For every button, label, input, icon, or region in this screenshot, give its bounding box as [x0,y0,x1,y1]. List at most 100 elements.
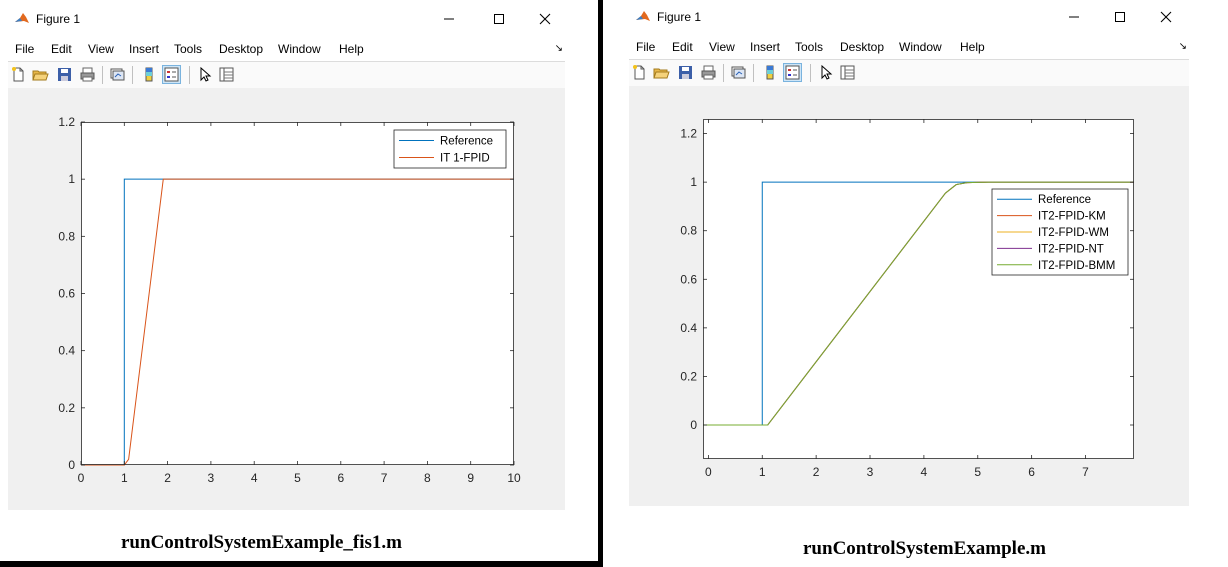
line-chart: 0 1 2 3 4 5 6 7 0 0.2 0.4 0.6 0.8 1 1.2 Reference IT2-FP… [680,119,1134,479]
figure-toolbar [629,59,1189,87]
y-tick-label: 0.2 [58,401,75,415]
maximize-button[interactable] [476,4,522,34]
new-figure-icon[interactable] [10,66,27,83]
script-caption: runControlSystemExample.m [803,538,1046,559]
minimize-button[interactable] [1051,2,1097,32]
menu-edit[interactable]: Edit [672,40,693,54]
maximize-icon [494,14,504,24]
y-tick-label: 1 [68,172,75,186]
title-bar[interactable]: Figure 1 [8,4,565,34]
menu-help[interactable]: Help [339,42,364,56]
matlab-icon [15,13,29,23]
edit-plot-arrow-icon[interactable] [817,64,834,81]
legend-icon[interactable] [783,63,802,82]
legend-icon[interactable] [162,65,181,84]
legend-box [393,129,507,169]
print-icon[interactable] [700,64,717,81]
title-bar[interactable]: Figure 1 [629,2,1189,32]
window-title: Figure 1 [36,12,81,26]
x-tick-label: 2 [164,471,171,485]
script-caption: runControlSystemExample_fis1.m [121,532,402,553]
figure-canvas: 0 1 2 3 4 5 6 7 0 0.2 0.4 0.6 0.8 1 1.2 Reference IT2-FP… [629,86,1189,506]
y-tick-label: 0.6 [680,272,697,286]
dock-arrow-icon[interactable]: ↘ [1178,41,1187,52]
colorbar-icon[interactable] [141,66,158,83]
close-button[interactable] [522,4,568,34]
figure-canvas: 0 1 2 3 4 5 6 7 8 9 10 0 0.2 0.4 0.6 0.8 1 1.2 Reference IT… [8,88,565,510]
x-tick-label: 0 [705,465,712,479]
x-tick-label: 9 [467,471,474,485]
dock-arrow-icon[interactable]: ↘ [554,43,563,54]
print-icon[interactable] [79,66,96,83]
x-tick-label: 2 [813,465,820,479]
x-tick-label: 8 [424,471,431,485]
close-icon [1160,11,1172,23]
axes-box [703,119,1134,459]
x-tick-label: 3 [208,471,215,485]
menu-desktop[interactable]: Desktop [840,40,885,54]
y-tick-label: 0.4 [680,321,697,335]
minimize-icon [444,18,454,20]
series-line-1 [81,178,514,466]
window-title: Figure 1 [657,10,702,24]
legend-label-2: IT2-FPID-WM [1038,227,1109,239]
y-tick-label: 0 [690,418,697,432]
y-tick-label: 0.8 [680,224,697,238]
menu-bar: File Edit View Insert Tools Desktop Wind… [629,36,1189,58]
property-inspector-icon[interactable] [218,66,235,83]
toolbar-separator [189,66,190,84]
x-tick-label: 4 [921,465,928,479]
save-icon[interactable] [56,66,73,83]
x-tick-label: 4 [251,471,258,485]
edit-plot-arrow-icon[interactable] [196,66,213,83]
figure-window-left: Figure 1 File Edit View Insert Tools Des… [8,4,565,510]
menu-view[interactable]: View [88,42,114,56]
legend-label-0: Reference [440,136,493,148]
link-plot-icon[interactable] [730,64,747,81]
save-icon[interactable] [677,64,694,81]
minimize-icon [1069,16,1079,18]
menu-view[interactable]: View [709,40,735,54]
colorbar-icon[interactable] [762,64,779,81]
legend-label-4: IT2-FPID-BMM [1038,260,1115,272]
menu-tools[interactable]: Tools [795,40,824,54]
matlab-icon [636,11,650,21]
left-screenshot-panel: Figure 1 File Edit View Insert Tools Des… [0,0,598,561]
close-button[interactable] [1143,2,1189,32]
x-tick-label: 5 [974,465,981,479]
open-file-icon[interactable] [32,66,49,83]
maximize-icon [1115,12,1125,22]
menu-insert[interactable]: Insert [750,40,781,54]
menu-window[interactable]: Window [278,42,321,56]
toolbar-separator [132,66,133,84]
x-tick-label: 6 [337,471,344,485]
x-tick-label: 10 [507,471,521,485]
link-plot-icon[interactable] [109,66,126,83]
toolbar-separator [723,64,724,82]
figure-toolbar [8,61,565,89]
menu-tools[interactable]: Tools [174,42,203,56]
legend-label-1: IT 1-FPID [440,153,490,165]
y-tick-label: 0 [68,458,75,472]
menu-file[interactable]: File [15,42,35,56]
new-figure-icon[interactable] [631,64,648,81]
menu-insert[interactable]: Insert [129,42,160,56]
plot-area [81,122,514,465]
y-tick-label: 0.2 [680,369,697,383]
y-tick-label: 0.6 [58,287,75,301]
menu-window[interactable]: Window [899,40,942,54]
maximize-button[interactable] [1097,2,1143,32]
open-file-icon[interactable] [653,64,670,81]
series-line-4 [703,181,1134,426]
menu-edit[interactable]: Edit [51,42,72,56]
minimize-button[interactable] [426,4,472,34]
menu-help[interactable]: Help [960,40,985,54]
plot-area [703,119,1134,459]
x-tick-label: 7 [1082,465,1089,479]
menu-desktop[interactable]: Desktop [219,42,264,56]
menu-file[interactable]: File [636,40,656,54]
toolbar-separator [753,64,754,82]
property-inspector-icon[interactable] [839,64,856,81]
x-tick-label: 6 [1028,465,1035,479]
x-tick-label: 3 [867,465,874,479]
